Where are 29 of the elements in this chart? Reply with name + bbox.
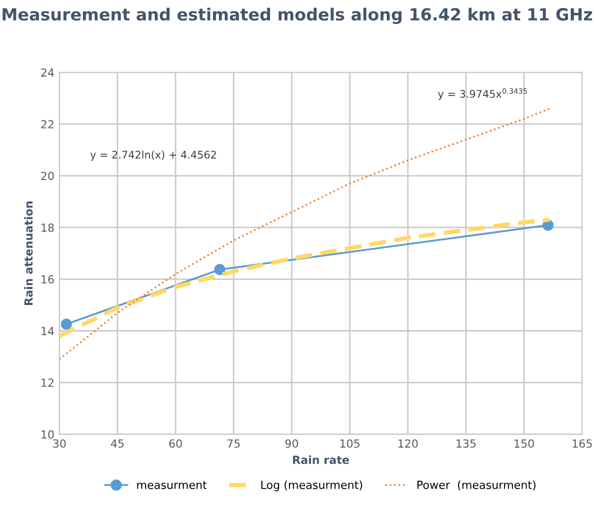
y-tick-label: 10 (42, 430, 54, 439)
point (214, 264, 226, 276)
annotation: y = 3.9745x$^{0.3435}$ (438, 88, 527, 100)
x-tick-label: 135 (456, 439, 476, 448)
y-axis-title: Rain attenuation (24, 202, 33, 305)
x-tick-label: 30 (53, 439, 66, 448)
y-tick-label: 14 (42, 327, 54, 336)
x-axis-title: Rain rate (293, 455, 349, 464)
x-tick-label: 75 (227, 439, 240, 448)
point (60, 318, 72, 330)
y-tick-label: 24 (41, 68, 54, 77)
x-tick-label: 60 (169, 439, 182, 448)
x-tick-label: 105 (340, 439, 360, 448)
legend-label: measurment (137, 481, 207, 490)
x-tick-label: 165 (572, 439, 592, 448)
legend-label: Power (measurment) (417, 480, 536, 490)
x-tick-label: 150 (514, 439, 534, 448)
legend-label: Log (measurment) (261, 480, 362, 492)
y-tick-label: 20 (41, 172, 54, 180)
y-tick-label: 16 (42, 275, 54, 284)
x-tick-label: 120 (398, 439, 418, 448)
y-tick-label: 18 (42, 223, 54, 232)
chart-title: Measurement and estimated models along 16.42 km at 11 GHz (2, 8, 592, 24)
x-tick-label: 45 (110, 439, 124, 448)
y-tick-label: 12 (42, 378, 54, 387)
y-tick-label: 22 (41, 120, 54, 128)
x-tick-label: 90 (285, 439, 298, 448)
annotation: y = 2.742ln(x) + 4.4562 (90, 150, 216, 161)
line-series (59, 108, 550, 360)
